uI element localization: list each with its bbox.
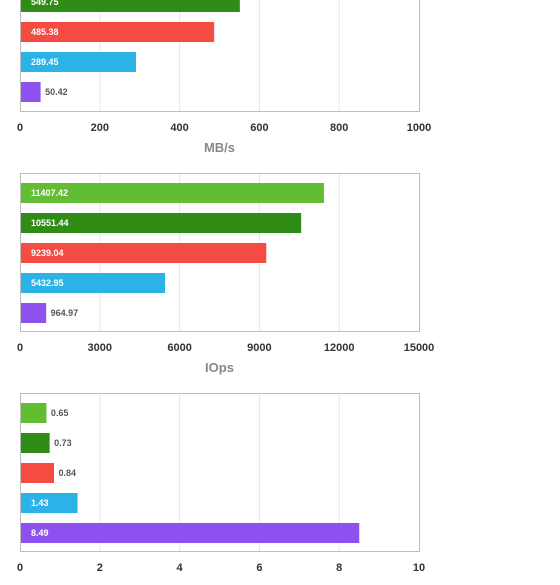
- bar: [20, 183, 324, 203]
- x-tick-label: 0: [17, 342, 23, 354]
- bar: [20, 52, 136, 72]
- bar: [20, 22, 215, 42]
- data-label: 1.43: [31, 498, 49, 508]
- data-label: 485.38: [31, 27, 59, 37]
- x-tick-label: 2: [97, 562, 103, 574]
- bar: [20, 243, 267, 263]
- x-tick-label: 3000: [88, 342, 112, 354]
- chart-1: 549.75 485.38 289.45 50.42 0 200 400 600 800 1000…: [17, 0, 431, 155]
- x-axis-title: IOps: [205, 360, 234, 375]
- data-label: 10551.44: [31, 218, 69, 228]
- x-tick-label: 6000: [167, 342, 191, 354]
- data-label: 0.84: [59, 468, 77, 478]
- plot-frame: [20, 0, 420, 112]
- data-label: 0.65: [51, 408, 69, 418]
- bar: [20, 463, 55, 483]
- x-tick-label: 4: [177, 562, 184, 574]
- data-label: 50.42: [45, 87, 68, 97]
- bar: [20, 213, 302, 233]
- bar: [20, 493, 78, 513]
- bar: [20, 0, 240, 12]
- bar: [20, 273, 166, 293]
- data-label: 5432.95: [31, 278, 64, 288]
- data-label: 11407.42: [31, 188, 68, 198]
- plot-frame: [20, 173, 420, 332]
- data-label: 0.73: [54, 438, 72, 448]
- x-tick-label: 800: [330, 122, 348, 134]
- bar: [20, 523, 360, 543]
- x-axis-title: MB/s: [204, 140, 235, 155]
- data-label: 9239.04: [31, 248, 64, 258]
- data-label: 964.97: [51, 308, 79, 318]
- data-label: 8.49: [31, 528, 49, 538]
- x-tick-label: 1000: [407, 122, 431, 134]
- x-tick-label: 400: [170, 122, 188, 134]
- x-tick-label: 600: [250, 122, 268, 134]
- plot-frame: [20, 393, 420, 552]
- x-tick-label: 10: [413, 562, 425, 574]
- x-tick-label: 9000: [247, 342, 271, 354]
- chart-3: 0.65 0.73 0.84 1.43 8.49 0 2 4 6 8 10: [17, 393, 425, 574]
- x-tick-label: 0: [17, 562, 23, 574]
- x-tick-label: 0: [17, 122, 23, 134]
- x-tick-label: 6: [256, 562, 262, 574]
- bar: [20, 433, 50, 453]
- data-label: 549.75: [31, 0, 59, 7]
- bar: [20, 303, 47, 323]
- x-tick-label: 12000: [324, 342, 355, 354]
- chart-2: 11407.42 10551.44 9239.04 5432.95 964.97 0 300…: [17, 173, 434, 375]
- x-tick-label: 15000: [404, 342, 435, 354]
- x-tick-label: 8: [336, 562, 342, 574]
- bar: [20, 82, 41, 102]
- bar: [20, 403, 47, 423]
- x-tick-label: 200: [91, 122, 109, 134]
- data-label: 289.45: [31, 57, 59, 67]
